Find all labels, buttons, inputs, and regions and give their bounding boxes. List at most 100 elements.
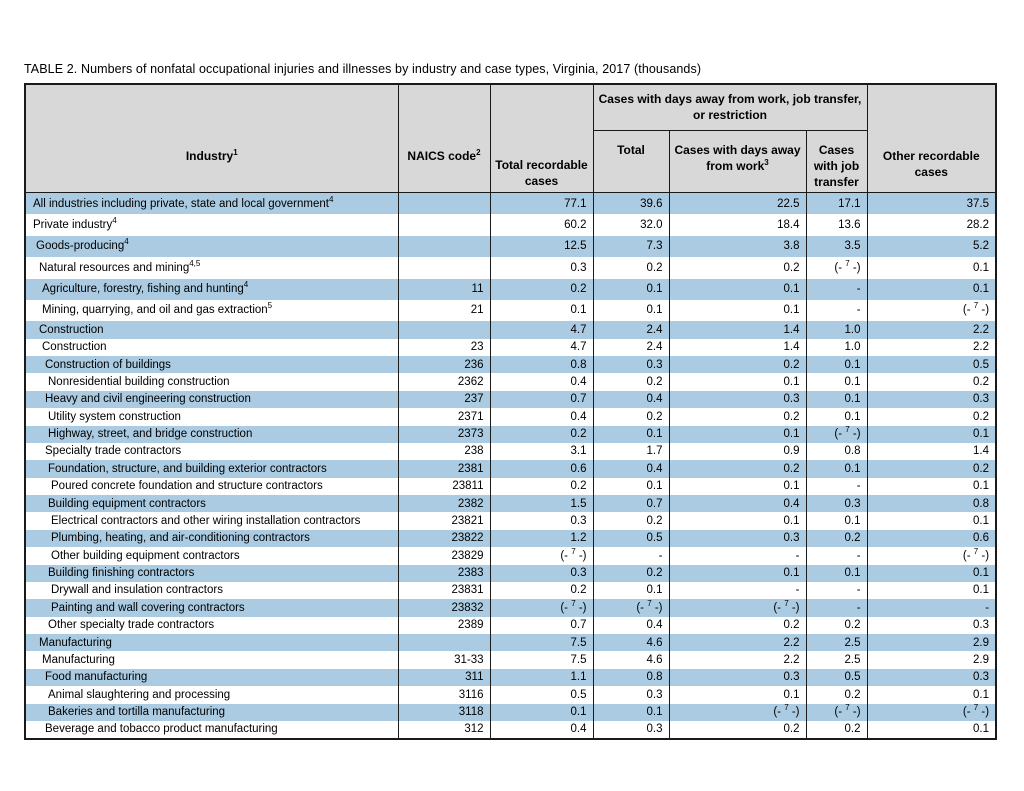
days-away-cell: 0.2 — [668, 720, 807, 740]
job-transfer-cell: 3.5 — [805, 235, 868, 258]
total-recordable-cell: 0.6 — [489, 460, 594, 478]
days-away-cell: 2.2 — [668, 651, 807, 669]
table-row: Food manufacturing 311 1.1 0.8 0.3 0.5 0.3 — [24, 668, 997, 687]
job-transfer-cell: 17.1 — [805, 192, 868, 215]
table-row: Bakeries and tortilla manufacturing 3118 0… — [24, 703, 997, 721]
industry-cell: Bakeries and tortilla manufacturing — [24, 703, 399, 721]
job-transfer-cell: 13.6 — [805, 214, 868, 236]
other-cases-cell: (- 7 -) — [866, 547, 997, 565]
dart-total-cell: 0.1 — [592, 581, 670, 600]
days-away-cell: 0.1 — [668, 278, 807, 300]
days-away-cell: 18.4 — [668, 214, 807, 236]
industry-cell: Private industry4 — [24, 214, 399, 236]
total-recordable-cell: 0.4 — [489, 373, 594, 391]
days-away-cell: 0.2 — [668, 460, 807, 478]
job-transfer-cell: 0.1 — [805, 408, 868, 426]
other-cases-cell: 0.1 — [866, 720, 997, 740]
total-recordable-cell: 0.8 — [489, 356, 594, 374]
other-cases-cell: 0.5 — [866, 356, 997, 374]
industry-cell: Construction of buildings — [24, 356, 399, 374]
table-row: Mining, quarrying, and oil and gas extra… — [24, 299, 997, 322]
total-recordable-cell: 0.4 — [489, 720, 594, 740]
table-row: Nonresidential building construction 2362… — [24, 373, 997, 391]
table-row: Other building equipment contractors 2382… — [24, 547, 997, 565]
footnote-marker: 7 — [845, 258, 850, 268]
industry-cell: Foundation, structure, and building exte… — [24, 460, 399, 478]
footnote-marker: 7 — [973, 301, 979, 311]
total-recordable-cell: 12.5 — [489, 235, 594, 258]
days-away-cell: 3.8 — [668, 235, 807, 258]
table-row: Utility system construction 2371 0.4 0.2 0.2… — [24, 408, 997, 426]
other-cases-cell: 0.1 — [866, 512, 997, 530]
footnote-marker: 4 — [243, 280, 249, 290]
job-transfer-cell: 0.2 — [805, 616, 868, 635]
job-transfer-cell: - — [805, 581, 868, 600]
job-transfer-cell: - — [805, 477, 868, 496]
naics-cell: 23822 — [397, 529, 491, 548]
total-recordable-cell: 0.2 — [489, 278, 594, 300]
job-transfer-cell: 0.1 — [805, 390, 868, 409]
dart-total-cell: 0.1 — [592, 477, 670, 496]
days-away-cell: 1.4 — [668, 338, 807, 357]
job-transfer-cell: 0.1 — [805, 512, 868, 530]
total-recordable-cell: 0.2 — [489, 581, 594, 600]
table-row: Foundation, structure, and building exte… — [24, 460, 997, 478]
total-recordable-cell: 7.5 — [489, 651, 594, 669]
footnote-marker: 4 — [124, 237, 129, 247]
days-away-cell: 0.1 — [668, 564, 807, 582]
industry-cell: Specialty trade contractors — [24, 442, 399, 461]
days-away-cell: (- 7 -) — [668, 703, 807, 721]
dart-total-cell: 0.1 — [592, 425, 670, 443]
table-row: Goods-producing4 12.5 7.3 3.8 3.5 5.2 — [24, 235, 997, 258]
dart-total-cell: 0.2 — [592, 373, 670, 391]
naics-cell: 238 — [397, 442, 491, 461]
industry-header-label: Industry — [185, 148, 234, 163]
footnote-marker: 3 — [764, 157, 769, 167]
total-recordable-cell: 0.3 — [489, 257, 594, 279]
days-away-cell: 0.2 — [668, 408, 807, 426]
other-cases-cell: (- 7 -) — [866, 299, 997, 322]
other-cases-cell: 0.1 — [866, 425, 997, 443]
col-header-total-recordable-cases: Total recordable cases — [489, 83, 594, 194]
other-cases-cell: 0.1 — [866, 278, 997, 300]
table-row: Drywall and insulation contractors 23831 0… — [24, 581, 997, 600]
dart-total-cell: 39.6 — [592, 192, 670, 215]
other-cases-cell: 1.4 — [866, 442, 997, 461]
naics-cell — [397, 257, 491, 279]
footnote-marker: 7 — [973, 703, 979, 713]
industry-cell: Construction — [24, 321, 399, 339]
industry-cell: Nonresidential building construction — [24, 373, 399, 391]
other-cases-cell: 0.3 — [866, 390, 997, 409]
naics-cell: 3116 — [397, 686, 491, 704]
industry-cell: Heavy and civil engineering construction — [24, 390, 399, 409]
table-row: Painting and wall covering contractors 23… — [24, 599, 997, 617]
naics-cell: 312 — [397, 720, 491, 740]
footnote-marker: 1 — [233, 147, 238, 157]
days-away-cell: - — [668, 547, 807, 565]
footnote-marker: 7 — [784, 703, 789, 713]
naics-cell: 23832 — [397, 599, 491, 617]
dart-total-cell: 0.2 — [592, 257, 670, 279]
other-cases-cell: 0.6 — [866, 529, 997, 548]
footnote-marker: 4 — [112, 216, 117, 226]
total-recordable-cell: 0.7 — [489, 616, 594, 635]
job-transfer-cell: 0.5 — [805, 668, 868, 687]
industry-cell: Building finishing contractors — [24, 564, 399, 582]
days-away-cell: 0.1 — [668, 373, 807, 391]
table-title: TABLE 2. Numbers of nonfatal occupationa… — [24, 62, 702, 76]
other-cases-cell: 28.2 — [866, 214, 997, 236]
industry-cell: Animal slaughtering and processing — [24, 686, 399, 704]
total-recordable-cell: 0.4 — [489, 408, 594, 426]
job-transfer-cell: - — [805, 278, 868, 300]
naics-cell — [397, 214, 491, 236]
days-away-header-label: Cases with days away from work — [674, 142, 801, 173]
dart-total-cell: 0.8 — [592, 668, 670, 687]
dart-total-cell: 0.4 — [592, 616, 670, 635]
days-away-cell: 1.4 — [668, 321, 807, 339]
dart-total-cell: 0.3 — [592, 720, 670, 740]
total-recordable-cell: 0.2 — [489, 477, 594, 496]
other-cases-cell: 2.9 — [866, 634, 997, 652]
other-cases-cell: 0.1 — [866, 257, 997, 279]
col-header-naics-code: NAICS code2 — [397, 83, 491, 194]
table-row: Construction of buildings 236 0.8 0.3 0.2 0.1… — [24, 356, 997, 374]
